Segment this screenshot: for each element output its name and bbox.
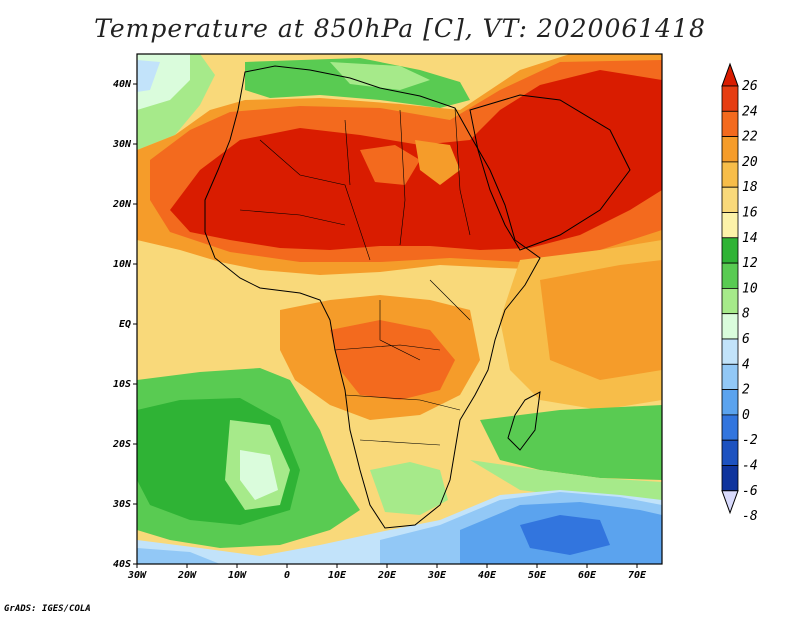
field-nw-blue [137, 60, 160, 92]
lon-tick-label: 10W [228, 570, 247, 581]
lat-tick-label: 20S [112, 439, 131, 450]
lat-tick-label: 30S [112, 499, 131, 510]
colorbar-swatch [721, 237, 739, 264]
colorbar-swatch [721, 439, 739, 466]
lat-tick-label: EQ [119, 319, 131, 330]
lat-axis: 40N 30N 20N 10N EQ 10S 20S 30S 40S [112, 79, 137, 570]
colorbar-swatch [721, 161, 739, 188]
colorbar-swatch [721, 110, 739, 138]
lon-tick-label: 0 [284, 570, 290, 581]
colorbar-label: 16 [742, 206, 758, 221]
lon-tick-label: 30W [127, 570, 147, 581]
field-guinea [137, 250, 380, 315]
field-central-hot [330, 320, 455, 400]
map-frame [136, 53, 663, 565]
colorbar-label: -2 [742, 433, 758, 448]
colorbar-swatch [721, 465, 739, 492]
colorbar-label: -8 [742, 509, 758, 524]
colorbar-swatch [721, 363, 739, 390]
colorbar-label: 2 [742, 383, 750, 398]
lon-tick-label: 30E [427, 570, 447, 581]
colorbar-swatch [721, 313, 739, 340]
colorbar-label: -4 [742, 459, 758, 474]
field-southern-blue3 [520, 515, 610, 555]
field-satl-pale [240, 450, 278, 500]
field-sahara-patch [360, 145, 420, 185]
field-sw-blue [137, 548, 220, 564]
colorbar-label: 6 [742, 332, 750, 347]
colorbar-top-arrow [721, 62, 739, 87]
colorbar-swatch [721, 338, 739, 365]
field-egypt-patch [415, 140, 460, 185]
field-io-orange2 [540, 260, 662, 380]
country-borders [239, 107, 471, 446]
colorbar-label: 20 [742, 155, 758, 170]
lat-tick-label: 30N [112, 139, 132, 150]
lon-axis: 30W 20W 10W 0 10E 20E 30E 40E 50E 60E 70E [127, 564, 647, 581]
colorbar-swatch [721, 186, 739, 213]
colorbar-label: 18 [742, 180, 758, 195]
field-med-light [330, 62, 430, 90]
lon-tick-label: 40E [478, 570, 497, 581]
colorbar-swatch [721, 389, 739, 416]
field-sio-light [470, 460, 662, 500]
colorbar-swatch [721, 262, 739, 289]
colorbar-bottom-arrow [721, 490, 739, 515]
credit-text: GrADS: IGES/COLA [4, 604, 91, 614]
colorbar-label: 8 [742, 307, 750, 322]
colorbar-label: 26 [742, 79, 758, 94]
madagascar-outline [507, 391, 541, 451]
map-title: Temperature at 850hPa [C], VT: 202006141… [94, 14, 706, 43]
colorbar-swatch [721, 287, 739, 315]
lat-tick-label: 10S [113, 379, 131, 390]
temperature-field [137, 54, 662, 564]
colorbar-swatch [721, 212, 739, 239]
field-safr-green [370, 462, 448, 515]
lat-tick-label: 40S [113, 559, 131, 570]
lat-tick-label: 20N [112, 199, 132, 210]
africa-outline [204, 65, 541, 529]
lat-tick-label: 10N [113, 259, 132, 270]
colorbar-label: 0 [742, 408, 750, 423]
lon-tick-label: 70E [628, 570, 647, 581]
colorbar-label: 4 [742, 357, 750, 372]
colorbar-label: 12 [742, 256, 758, 271]
colorbar-label: 10 [742, 281, 758, 296]
lon-tick-label: 20E [377, 570, 397, 581]
colorbar-label: 14 [742, 231, 758, 246]
field-sio-green [480, 405, 662, 480]
colorbar-swatch [721, 414, 739, 441]
lon-tick-label: 50E [528, 570, 547, 581]
arabia-outline [469, 94, 631, 251]
colorbar-label: -6 [742, 484, 758, 499]
lat-tick-label: 40N [113, 79, 132, 90]
lon-tick-label: 20W [177, 570, 197, 581]
colorbar-swatch [721, 136, 739, 163]
colorbar-label: 22 [742, 130, 758, 145]
colorbar-swatch [721, 85, 739, 112]
colorbar-label: 24 [742, 104, 758, 119]
lon-tick-label: 10E [328, 570, 347, 581]
lon-tick-label: 60E [578, 570, 597, 581]
